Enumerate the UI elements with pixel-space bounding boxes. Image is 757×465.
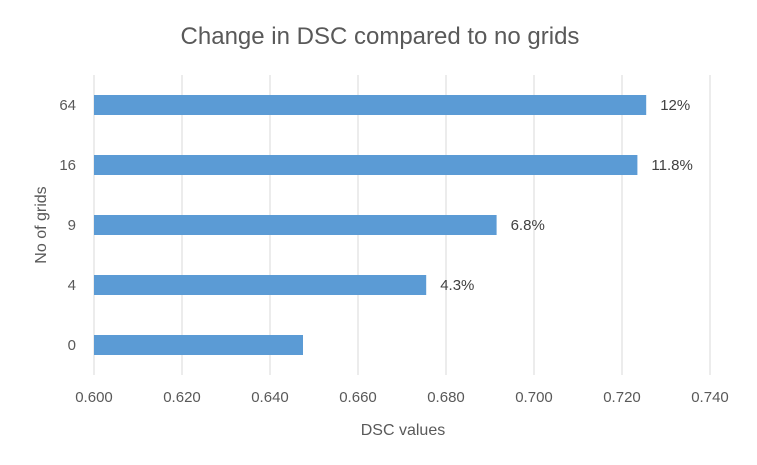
x-axis-ticks: 0.600 0.620 0.640 0.660 0.680 0.700 0.720 0.740 (75, 389, 729, 406)
bar-16 (94, 155, 638, 175)
x-axis-label: DSC values (361, 422, 445, 439)
y-tick-label: 16 (59, 157, 76, 174)
y-tick-label: 4 (68, 277, 76, 294)
bar-0 (94, 335, 303, 355)
x-tick-label: 0.720 (603, 389, 641, 406)
x-tick-label: 0.600 (75, 389, 113, 406)
x-tick-label: 0.660 (339, 389, 377, 406)
bars (94, 95, 647, 355)
data-label-16: 11.8% (651, 157, 692, 174)
x-tick-label: 0.640 (251, 389, 289, 406)
x-tick-label: 0.700 (515, 389, 553, 406)
data-label-9: 6.8% (511, 217, 545, 234)
y-tick-label: 0 (68, 337, 76, 354)
x-tick-label: 0.740 (691, 389, 729, 406)
data-labels: 4.3% 6.8% 11.8% 12% (440, 97, 693, 294)
y-axis-ticks: 0 4 9 16 64 (59, 97, 76, 354)
chart-title: Change in DSC compared to no grids (181, 23, 580, 50)
bar-64 (94, 95, 647, 115)
data-label-4: 4.3% (440, 277, 474, 294)
bar-9 (94, 215, 497, 235)
bar-4 (94, 275, 427, 295)
data-label-64: 12% (660, 97, 690, 114)
x-tick-label: 0.680 (427, 389, 465, 406)
y-axis-label: No of grids (33, 186, 50, 263)
y-tick-label: 64 (59, 97, 76, 114)
y-tick-label: 9 (68, 217, 76, 234)
x-tick-label: 0.620 (163, 389, 201, 406)
